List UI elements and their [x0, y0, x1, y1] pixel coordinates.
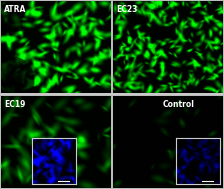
Text: EC19: EC19 — [4, 100, 26, 109]
Text: ATRA: ATRA — [4, 5, 27, 14]
Text: Control: Control — [162, 100, 194, 109]
Text: EC23: EC23 — [116, 5, 138, 14]
